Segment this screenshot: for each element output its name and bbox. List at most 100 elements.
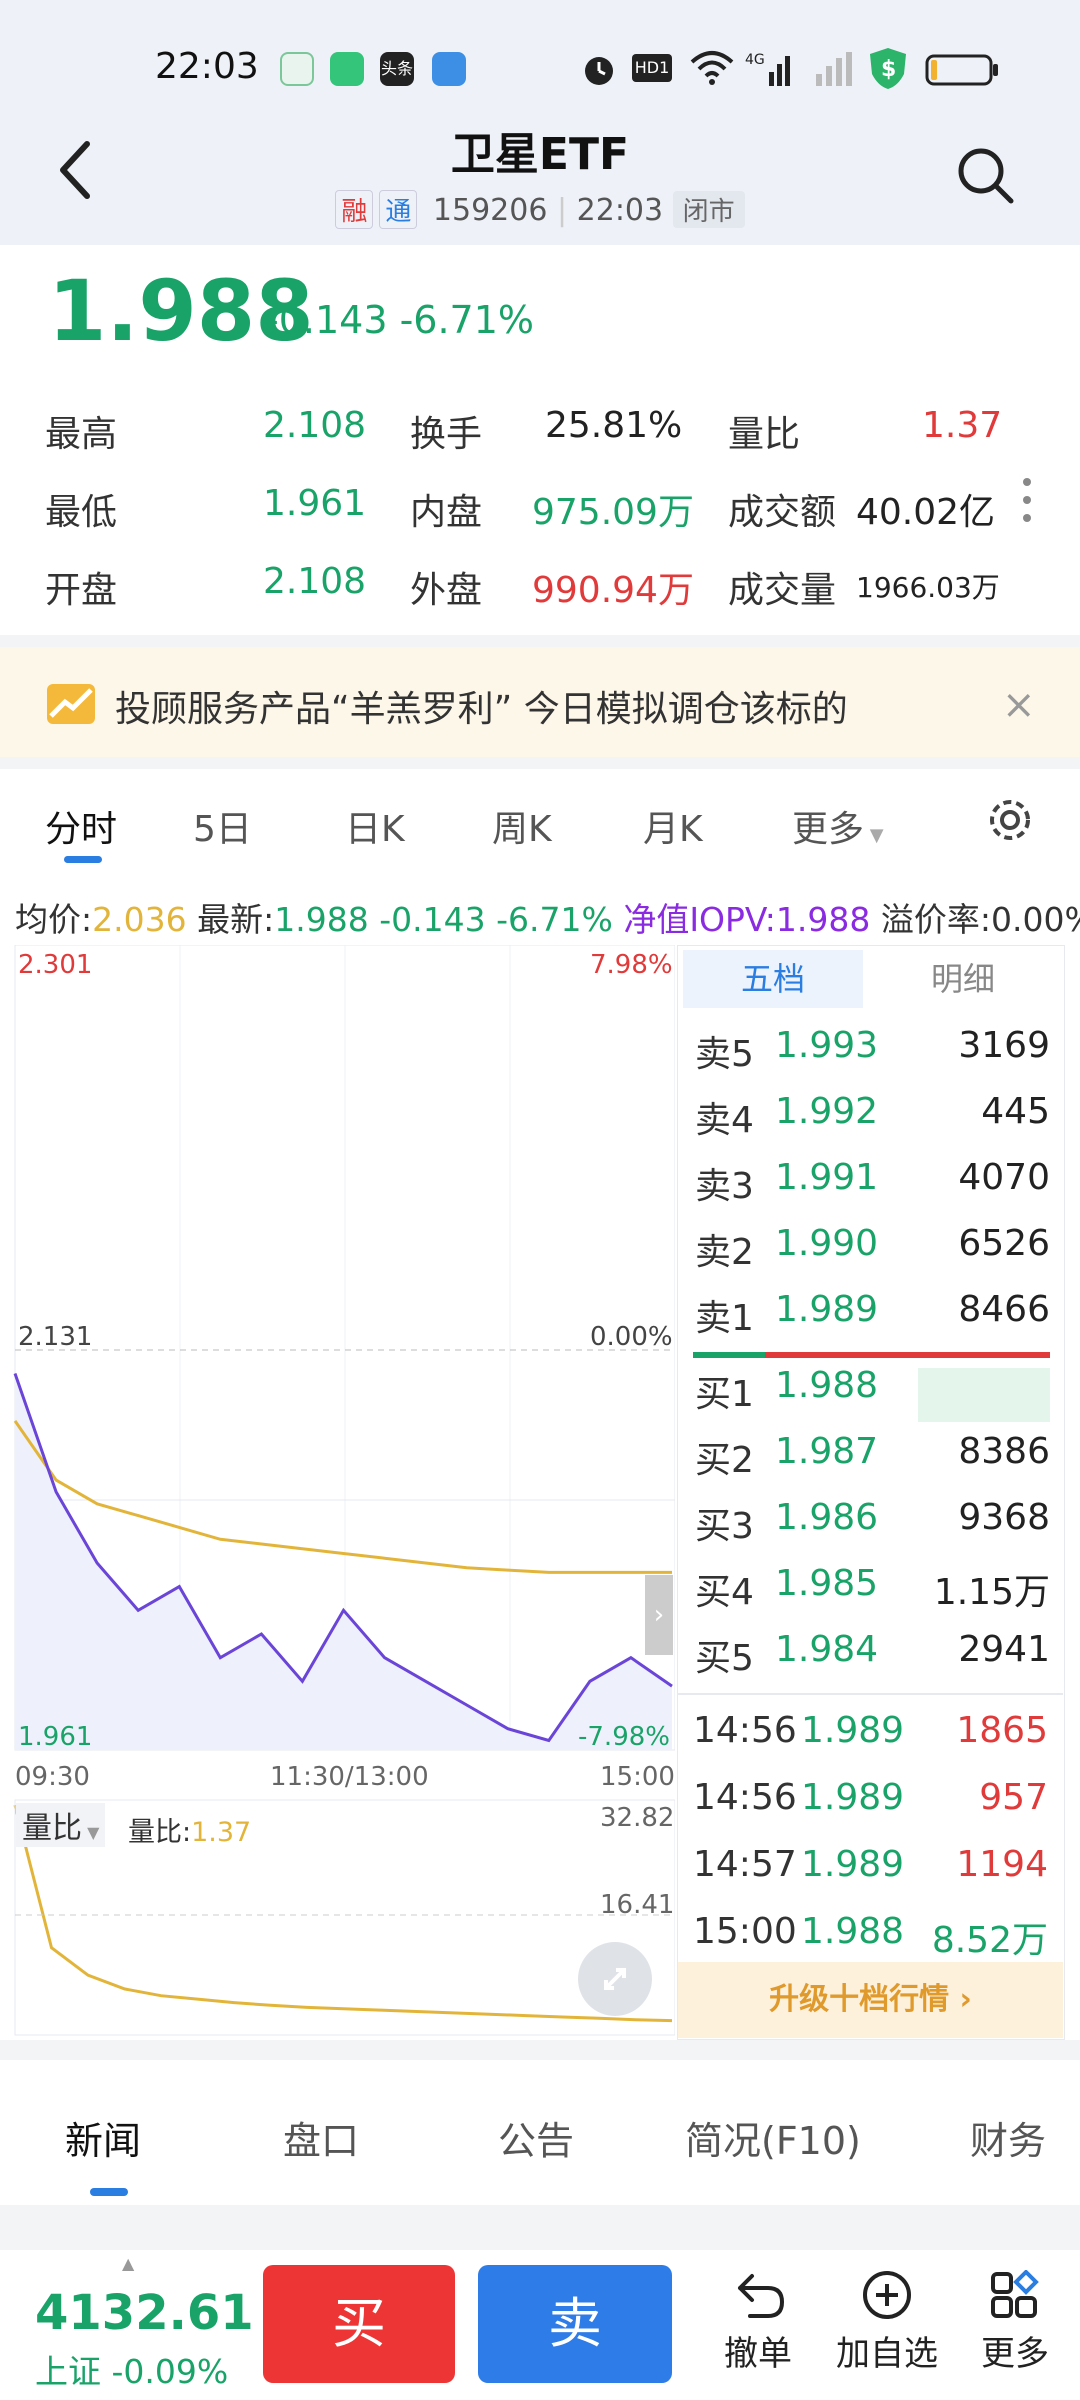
order-label: 买2: [695, 1440, 754, 1481]
ask-row: 卖5 1.993 3169: [695, 1025, 1050, 1085]
stat-inner-value: 975.09万: [532, 492, 694, 533]
add-circle-icon: [863, 2271, 911, 2319]
x-axis-label-open: 09:30: [15, 1762, 90, 1792]
back-icon[interactable]: [55, 140, 95, 200]
margin-tag: 融: [335, 190, 374, 229]
weather-app-icon: [432, 52, 466, 86]
stat-outer-value: 990.94万: [532, 570, 694, 611]
divider: [0, 2205, 1080, 2250]
tab-intraday[interactable]: 分时: [45, 809, 118, 850]
index-name-change[interactable]: 上证 -0.09%: [35, 2352, 229, 2391]
order-vol: 4070: [958, 1157, 1050, 1198]
tick-time: 14:56: [693, 1710, 797, 1751]
expand-arrow-icon[interactable]: ›: [645, 1575, 673, 1655]
tab-5day[interactable]: 5日: [193, 809, 252, 850]
order-price: 1.993: [775, 1025, 879, 1066]
tab-monthly-k[interactable]: 月K: [643, 809, 703, 850]
order-vol: 8466: [958, 1289, 1050, 1330]
undo-icon: [738, 2274, 785, 2318]
fullscreen-icon[interactable]: [578, 1942, 652, 2016]
shield-icon: $: [870, 48, 906, 89]
search-icon[interactable]: [955, 145, 1015, 205]
buy-button[interactable]: 买: [263, 2265, 455, 2383]
order-price: 1.987: [775, 1431, 879, 1472]
tab-f10[interactable]: 简况(F10): [685, 2119, 861, 2163]
gear-icon[interactable]: [985, 795, 1035, 845]
promo-banner-text: 投顾服务产品“羊羔罗利” 今日模拟调仓该标的: [115, 689, 848, 730]
price-change: -0.143 -6.71%: [265, 298, 535, 342]
index-value[interactable]: 4132.61: [35, 2285, 254, 2341]
stat-low-label: 最低: [45, 492, 118, 533]
4g-signal-icon: 4G: [745, 52, 790, 86]
order-price: 1.988: [775, 1365, 879, 1406]
order-price: 1.991: [775, 1157, 879, 1198]
order-book-panel: [677, 945, 1065, 2040]
hd-icon: HD1: [632, 54, 672, 82]
order-label: 买4: [695, 1572, 754, 1613]
y-axis-mid-label: 2.131: [18, 1322, 93, 1352]
tick-time: 14:57: [693, 1844, 797, 1885]
quote-card: [0, 245, 1080, 635]
wifi-icon: [690, 51, 734, 85]
price-area-fill: [15, 1373, 672, 1750]
stat-outer-label: 外盘: [410, 570, 483, 611]
tab-more[interactable]: 更多 ▼: [792, 809, 884, 850]
chart-up-icon: [47, 684, 95, 724]
volume-ratio-readout: 量比:1.37: [128, 1817, 252, 1848]
vol-axis-mid-label: 16.41: [600, 1890, 675, 1920]
promo-banner[interactable]: [0, 647, 1080, 757]
divider: [0, 635, 1080, 647]
page-title: 卫星ETF: [450, 129, 630, 180]
order-price: 1.985: [775, 1563, 879, 1604]
chevron-down-icon: ▼: [864, 825, 884, 846]
volume-ratio-selector[interactable]: 量比 ▼: [16, 1803, 106, 1847]
order-label: 买3: [695, 1506, 754, 1547]
tab-announcements[interactable]: 公告: [498, 2119, 575, 2163]
tab-daily-k[interactable]: 日K: [345, 809, 405, 850]
stat-open-value: 2.108: [263, 561, 367, 602]
bid-row: 买3 1.986 9368: [695, 1497, 1050, 1557]
stock-subinfo: 融通 159206 | 22:03 闭市: [0, 190, 1080, 229]
stat-volratio-value: 1.37: [922, 405, 1003, 446]
active-tab-indicator: [64, 856, 102, 863]
sell-button[interactable]: 卖: [478, 2265, 672, 2383]
order-vol: 6526: [958, 1223, 1050, 1264]
order-price: 1.984: [775, 1629, 879, 1670]
order-vol: 1.15万: [933, 1572, 1050, 1613]
status-time: 22:03: [155, 46, 259, 87]
stat-high-value: 2.108: [263, 405, 367, 446]
stat-high-label: 最高: [45, 414, 118, 455]
stat-amount-label: 成交额: [728, 492, 837, 533]
tab-finance[interactable]: 财务: [970, 2119, 1047, 2163]
close-icon[interactable]: ×: [1002, 682, 1036, 728]
tick-time: 14:56: [693, 1777, 797, 1818]
tab-details[interactable]: 明细: [930, 960, 995, 998]
order-price: 1.990: [775, 1223, 879, 1264]
add-watchlist-button[interactable]: 加自选: [832, 2270, 942, 2375]
tab-five-levels[interactable]: 五档: [683, 950, 863, 1008]
intraday-chart[interactable]: [0, 945, 675, 2040]
pct-axis-top-label: 7.98%: [590, 950, 673, 980]
tab-news[interactable]: 新闻: [65, 2119, 142, 2163]
cancel-order-button[interactable]: 撤单: [703, 2270, 813, 2375]
order-label: 卖1: [695, 1298, 754, 1339]
current-price: 1.988: [48, 262, 314, 360]
stat-volratio-label: 量比: [728, 414, 801, 455]
order-vol: 2941: [958, 1629, 1050, 1670]
bid-row: 买2 1.987 8386: [695, 1431, 1050, 1491]
pct-axis-mid-label: 0.00%: [590, 1322, 673, 1352]
tab-orderbook[interactable]: 盘口: [283, 2119, 360, 2163]
more-stats-icon[interactable]: [1023, 478, 1031, 532]
divider: [0, 2040, 1080, 2060]
alarm-icon: [585, 57, 613, 85]
stat-inner-label: 内盘: [410, 492, 483, 533]
bid-row: 买4 1.985 1.15万: [695, 1563, 1050, 1623]
tab-weekly-k[interactable]: 周K: [492, 809, 552, 850]
more-button[interactable]: 更多: [960, 2270, 1070, 2375]
avg-price-line: [13, 1420, 672, 1574]
upgrade-level10-button[interactable]: 升级十档行情 ›: [678, 1962, 1063, 2038]
volume-ratio-line: [13, 1804, 673, 2023]
y-axis-top-label: 2.301: [18, 950, 93, 980]
order-vol: 3169: [958, 1025, 1050, 1066]
bid-ask-bar-green: [693, 1352, 765, 1358]
